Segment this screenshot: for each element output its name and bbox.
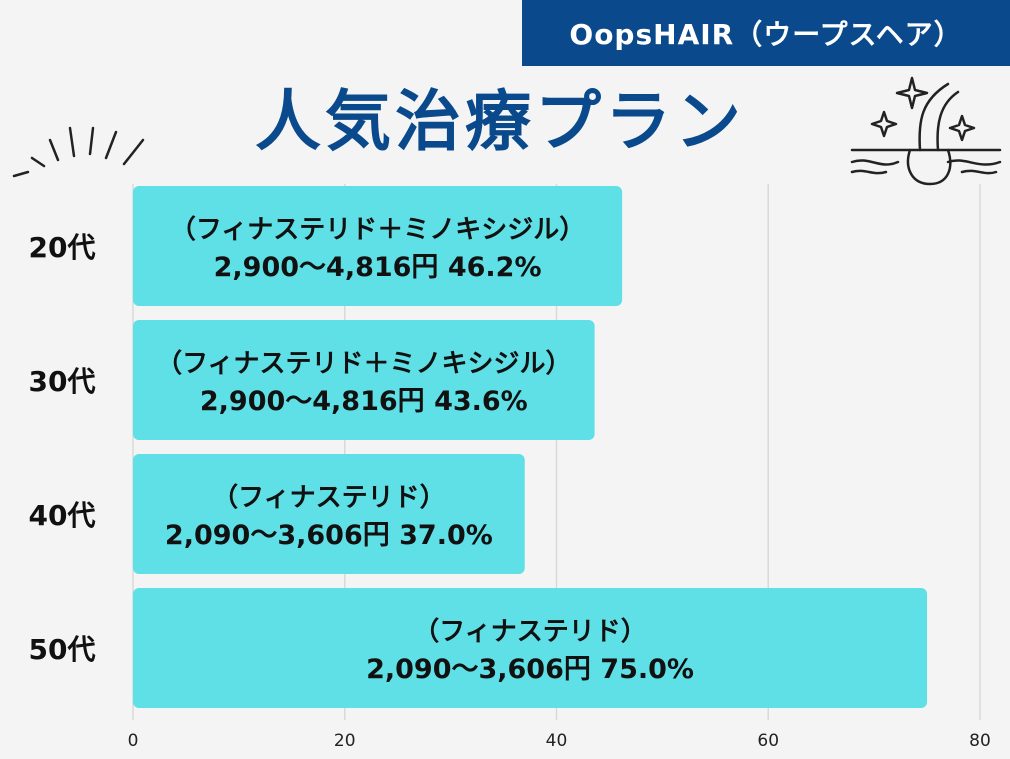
bar xyxy=(133,186,623,306)
data-label-plan: （フィナステリド） xyxy=(413,617,646,647)
x-tick-labels: 0 20 40 60 80 xyxy=(128,731,991,751)
category-label: 20代 xyxy=(29,231,96,264)
data-label-plan: （フィナステリド） xyxy=(212,483,445,513)
x-tick-label: 60 xyxy=(757,731,779,751)
chart-title: 人気治療プラン xyxy=(255,83,745,160)
data-label-plan: （フィナステリド＋ミノキシジル） xyxy=(170,215,585,245)
brand-label: OopsHAIR（ウープスヘア） xyxy=(569,18,963,51)
bar xyxy=(133,454,525,574)
x-tick-label: 0 xyxy=(128,731,139,751)
data-labels: （フィナステリド＋ミノキシジル） 2,900〜4,816円 46.2% （フィナステ… xyxy=(156,215,694,685)
bars xyxy=(133,186,928,708)
hair-follicle-icon xyxy=(850,76,1002,186)
bar xyxy=(133,588,928,708)
x-tick-label: 40 xyxy=(546,731,568,751)
data-label-plan: （フィナステリド＋ミノキシジル） xyxy=(156,349,571,379)
data-label-price: 2,090〜3,606円 37.0% xyxy=(165,520,493,551)
category-label: 50代 xyxy=(29,633,96,666)
x-tick-label: 20 xyxy=(334,731,356,751)
category-labels: 20代 30代 40代 50代 xyxy=(29,231,96,666)
category-label: 30代 xyxy=(29,365,96,398)
x-tick-label: 80 xyxy=(969,731,991,751)
burst-decoration xyxy=(12,126,145,178)
category-label: 40代 xyxy=(29,499,96,532)
data-label-price: 2,900〜4,816円 46.2% xyxy=(214,252,542,283)
brand-banner: OopsHAIR（ウープスヘア） xyxy=(522,0,1010,66)
data-label-price: 2,090〜3,606円 75.0% xyxy=(366,654,694,685)
data-label-price: 2,900〜4,816円 43.6% xyxy=(200,386,528,417)
bar xyxy=(133,320,595,440)
